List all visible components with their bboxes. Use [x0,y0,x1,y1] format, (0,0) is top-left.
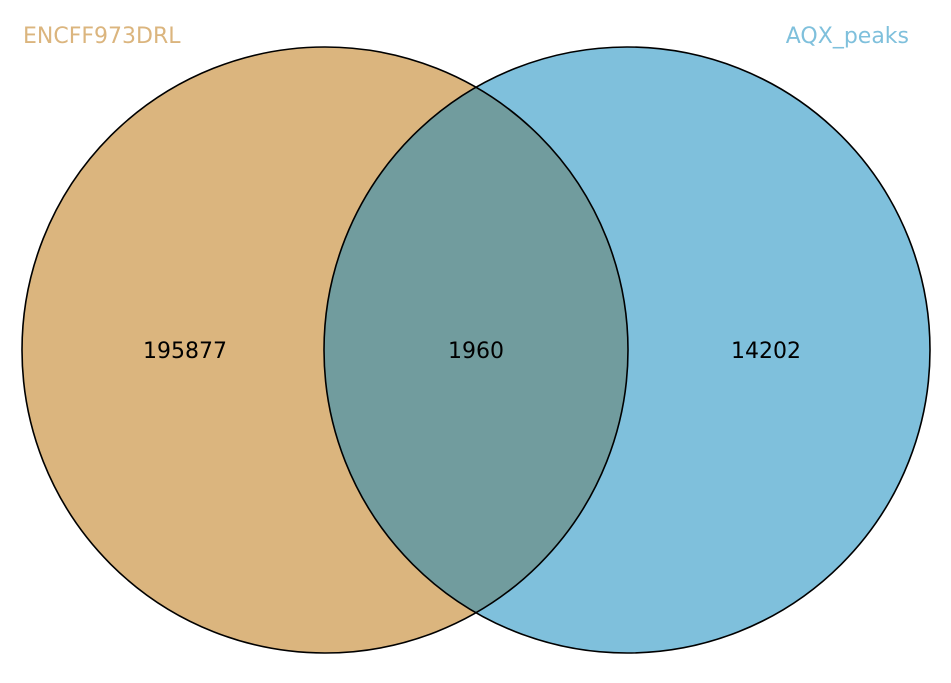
set-b-outline [323,46,931,654]
intersection-region [324,47,628,653]
intersection-count: 1960 [448,339,504,364]
set-b-label: AQX_peaks [786,24,909,49]
set-a-label: ENCFF973DRL [23,24,181,49]
set-a-only-count: 195877 [143,339,227,364]
set-a-outline [21,46,629,654]
set-b-only-count: 14202 [731,339,801,364]
